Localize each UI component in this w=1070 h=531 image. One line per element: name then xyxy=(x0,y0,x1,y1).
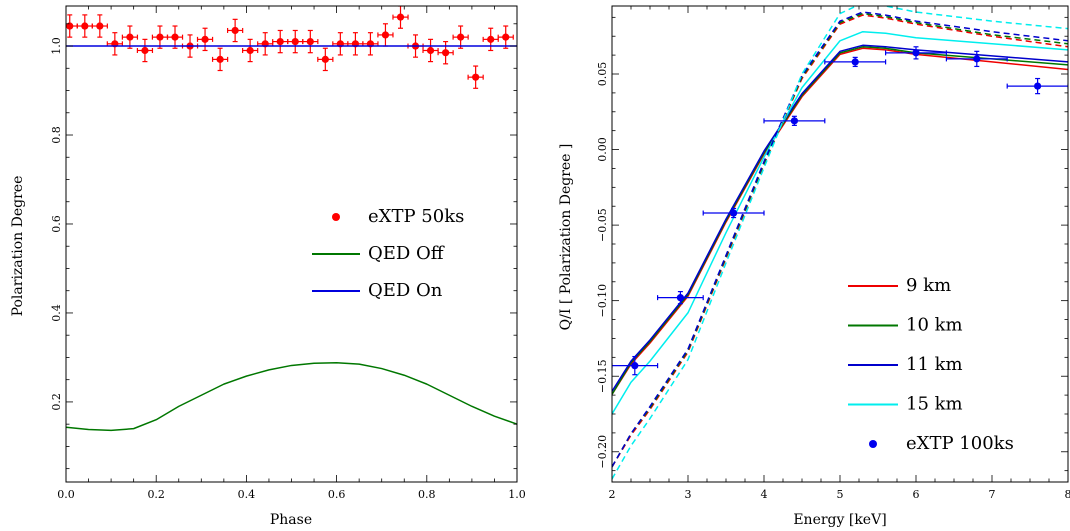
chart-right-legend-entry: 9 km xyxy=(848,275,951,296)
chart-right-legend-label: 11 km xyxy=(906,354,963,375)
chart-left-xtick-label: 0.2 xyxy=(147,488,165,501)
chart-left-data-point xyxy=(306,37,314,46)
chart-right-plot-area xyxy=(612,6,1068,480)
chart-left-legend-entry: eXTP 50ks xyxy=(332,206,464,227)
chart-left-data-point xyxy=(396,13,405,21)
chart-right-xtick-label: 2 xyxy=(609,488,616,501)
chart-right-legend-label: 15 km xyxy=(906,394,963,415)
chart-right-xtick-label: 7 xyxy=(989,488,996,501)
chart-right-series-line-10-km xyxy=(612,46,1068,395)
chart-left-data-point xyxy=(246,46,254,55)
chart-right-xtick-label: 3 xyxy=(685,488,692,501)
chart-left-data-point xyxy=(502,33,510,41)
chart-left-data-point xyxy=(426,46,435,55)
chart-right-data-point xyxy=(730,209,738,217)
chart-left-xtick-label: 0.8 xyxy=(418,488,436,501)
chart-left-ytick-label: 0.8 xyxy=(50,126,63,144)
chart-right-series-line-dashed-5 xyxy=(612,12,1068,468)
chart-left-legend-entry: QED Off xyxy=(312,243,445,264)
chart-right-ytick-label: −0.15 xyxy=(596,359,609,393)
chart-right-series-line-15-km xyxy=(612,30,1068,415)
chart-left-data-point xyxy=(156,33,164,41)
chart-left-legend-label: QED On xyxy=(368,280,443,301)
chart-right-series-line-dashed-7 xyxy=(612,6,1068,480)
chart-left-data-point xyxy=(171,33,179,41)
chart-right-data-point xyxy=(973,55,981,63)
chart-left-data-point xyxy=(321,55,329,63)
chart-right-legend-label: 9 km xyxy=(906,275,951,296)
chart-right-data-point xyxy=(1034,82,1042,90)
chart-right-series-line-dashed-6 xyxy=(612,11,1068,468)
chart-right-legend-label: 10 km xyxy=(906,315,963,336)
chart-left-data-point xyxy=(66,22,74,30)
left-ylabel: Polarization Degree xyxy=(10,176,26,317)
chart-right-series-line-dashed-4 xyxy=(612,14,1068,468)
chart-right-data-point xyxy=(790,117,799,125)
chart-right-frame xyxy=(611,5,1069,483)
chart-left-data-point xyxy=(457,33,465,41)
chart-left-xtick-label: 0.0 xyxy=(57,488,75,501)
chart-left-legend-entry: QED On xyxy=(312,280,443,301)
chart-right-legend-marker xyxy=(869,440,877,448)
right-xlabel: Energy [keV] xyxy=(793,512,886,528)
chart-left-legend-label: eXTP 50ks xyxy=(368,206,464,227)
chart-left-data-point xyxy=(231,26,239,35)
chart-left-data-point xyxy=(442,49,450,57)
chart-left-ytick-label: 0.4 xyxy=(50,304,63,322)
chart-left-xtick-label: 0.4 xyxy=(238,488,256,501)
chart-right-xtick-label: 5 xyxy=(837,488,844,501)
chart-left-ytick-label: 0.6 xyxy=(50,215,63,233)
chart-left-xtick-label: 1.0 xyxy=(508,488,526,501)
chart-right-ytick-label: −0.05 xyxy=(596,208,609,242)
chart-left-ytick-label: 1.0 xyxy=(50,37,63,55)
chart-right-xtick-label: 8 xyxy=(1065,488,1070,501)
chart-left-plot-area xyxy=(66,6,517,432)
chart-left-data-point xyxy=(126,33,134,41)
chart-left-data-point xyxy=(201,35,209,43)
chart-left-legend-label: QED Off xyxy=(368,243,445,264)
chart-right-data-point xyxy=(912,49,920,57)
chart-left-data-point xyxy=(381,31,390,39)
chart-left-data-point xyxy=(216,55,224,63)
chart-qi-vs-energy: Q/I [ Polarization Degree ] Energy [keV]… xyxy=(558,5,1070,528)
chart-left-data-point xyxy=(81,22,89,30)
chart-right-legend-entry: 11 km xyxy=(848,354,963,375)
chart-left-data-point xyxy=(141,46,149,55)
chart-right-series-line-11-km xyxy=(612,44,1068,392)
chart-right-legend-entry: 10 km xyxy=(848,315,963,336)
chart-right-xtick-label: 6 xyxy=(913,488,920,501)
chart-left-data-point xyxy=(276,37,284,46)
chart-right-ytick-label: −0.20 xyxy=(596,435,609,469)
chart-left-ytick-label: 0.2 xyxy=(50,393,63,411)
chart-right-data-point xyxy=(631,362,639,370)
chart-right-ytick-label: −0.10 xyxy=(596,284,609,318)
chart-right-ytick-label: 0.00 xyxy=(596,137,609,162)
left-xlabel: Phase xyxy=(270,512,312,528)
chart-right-data-point xyxy=(851,58,859,66)
chart-right-legend-label: eXTP 100ks xyxy=(906,433,1014,454)
chart-right-series-line-9-km xyxy=(612,47,1068,395)
chart-left-series-line-qed-off xyxy=(66,362,517,432)
chart-left-data-point xyxy=(96,22,104,30)
chart-polarization-vs-phase: Polarization Degree Phase 0.0 0.2 0.4 0.6 0.… xyxy=(10,5,526,528)
chart-left-data-point xyxy=(472,73,480,81)
chart-left-data-point xyxy=(487,35,495,43)
chart-right-legend-entry: 15 km xyxy=(848,394,963,415)
right-ylabel: Q/I [ Polarization Degree ] xyxy=(558,144,574,331)
chart-right-ytick-label: 0.05 xyxy=(596,62,609,87)
chart-left-legend-marker xyxy=(332,213,340,221)
chart-right-data-point xyxy=(676,294,685,302)
chart-right-xtick-label: 4 xyxy=(761,488,768,501)
chart-left-data-point xyxy=(291,37,299,46)
chart-left-xtick-label: 0.6 xyxy=(328,488,346,501)
chart-left-frame xyxy=(65,5,518,483)
chart-right-legend-entry: eXTP 100ks xyxy=(869,433,1014,454)
